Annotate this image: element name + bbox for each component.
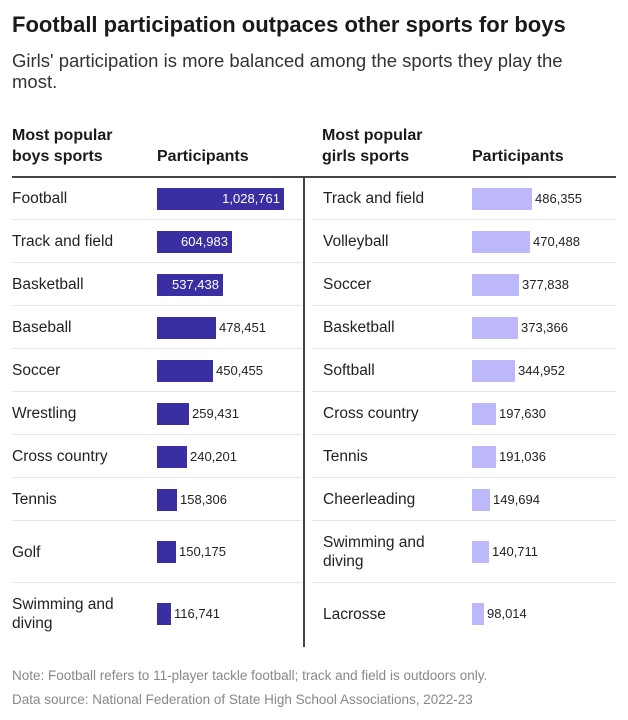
boys-value-label: 1,028,761	[222, 190, 280, 206]
girls-bar	[472, 230, 530, 253]
row-divider	[312, 305, 616, 306]
row-divider	[312, 219, 616, 220]
girls-sport-label: Tennis	[323, 448, 368, 465]
boys-sport-label: Wrestling	[12, 405, 77, 422]
girls-bar	[472, 359, 515, 382]
boys-value-label: 158,306	[180, 491, 227, 507]
girls-value-label: 149,694	[493, 491, 540, 507]
girls-bar	[472, 316, 518, 339]
row-divider	[12, 262, 302, 263]
girls-sport-header: Most popular girls sports	[322, 127, 423, 165]
header-rule	[12, 176, 616, 178]
girls-value-label: 486,355	[535, 190, 582, 206]
row-divider	[12, 391, 302, 392]
boys-participants-header: Participants	[157, 148, 249, 165]
boys-sport-label: Swimming and diving	[12, 596, 114, 632]
boys-bar	[157, 359, 213, 382]
boys-sport-label: Track and field	[12, 233, 114, 250]
girls-sport-label: Cheerleading	[323, 491, 416, 508]
boys-sport-label: Soccer	[12, 362, 61, 379]
boys-bar	[157, 488, 177, 511]
girls-bar	[472, 402, 496, 425]
boys-value-label: 150,175	[179, 544, 226, 559]
data-source: Data source: National Federation of Stat…	[12, 692, 473, 707]
girls-participants-header: Participants	[472, 148, 564, 165]
boys-bar	[157, 603, 171, 625]
boys-bar	[157, 541, 176, 563]
boys-value-label: 604,983	[181, 233, 228, 249]
boys-bar	[157, 402, 189, 425]
girls-bar	[472, 603, 484, 625]
boys-bar	[157, 316, 216, 339]
boys-sport-label: Basketball	[12, 276, 84, 293]
row-divider	[312, 262, 616, 263]
row-divider	[312, 391, 616, 392]
chart-title: Football participation outpaces other sp…	[12, 12, 566, 37]
row-divider	[312, 477, 616, 478]
girls-value-label: 197,630	[499, 405, 546, 421]
boys-value-label: 478,451	[219, 319, 266, 335]
chart-subtitle: Girls' participation is more balanced am…	[12, 50, 563, 92]
row-divider	[312, 582, 616, 583]
girls-sport-label: Basketball	[323, 319, 395, 336]
row-divider	[12, 305, 302, 306]
boys-sport-header: Most popular boys sports	[12, 127, 113, 165]
boys-sport-label: Tennis	[12, 491, 57, 508]
girls-sport-label: Cross country	[323, 405, 419, 422]
girls-bar	[472, 445, 496, 468]
boys-value-label: 537,438	[172, 276, 219, 292]
boys-sport-label: Baseball	[12, 319, 72, 336]
row-divider	[12, 477, 302, 478]
column-divider	[303, 177, 305, 647]
boys-value-label: 240,201	[190, 448, 237, 464]
row-divider	[12, 219, 302, 220]
boys-bar	[157, 187, 284, 210]
boys-bar	[157, 230, 232, 253]
boys-value-label: 259,431	[192, 405, 239, 421]
girls-sport-label: Lacrosse	[323, 605, 386, 623]
girls-bar	[472, 488, 490, 511]
girls-value-label: 470,488	[533, 233, 580, 249]
girls-value-label: 140,711	[492, 544, 539, 559]
row-divider	[12, 582, 302, 583]
boys-sport-label: Golf	[12, 543, 41, 561]
girls-value-label: 98,014	[487, 606, 527, 621]
girls-sport-label: Swimming and diving	[323, 534, 425, 570]
boys-bar	[157, 445, 187, 468]
boys-sport-label: Cross country	[12, 448, 108, 465]
boys-sport-label: Football	[12, 190, 68, 207]
boys-bar	[157, 273, 223, 296]
girls-bar	[472, 541, 489, 563]
boys-value-label: 450,455	[216, 362, 263, 378]
girls-value-label: 377,838	[522, 276, 569, 292]
girls-sport-label: Volleyball	[323, 233, 389, 250]
girls-value-label: 344,952	[518, 362, 565, 378]
row-divider	[12, 348, 302, 349]
footnote: Note: Football refers to 11-player tackl…	[12, 668, 488, 683]
row-divider	[12, 434, 302, 435]
boys-value-label: 116,741	[174, 606, 221, 621]
row-divider	[312, 520, 616, 521]
row-divider	[312, 348, 616, 349]
row-divider	[12, 520, 302, 521]
girls-sport-label: Softball	[323, 362, 375, 379]
girls-bar	[472, 273, 519, 296]
girls-value-label: 373,366	[521, 319, 568, 335]
row-divider	[312, 434, 616, 435]
girls-sport-label: Soccer	[323, 276, 372, 293]
girls-sport-label: Track and field	[323, 190, 425, 207]
girls-value-label: 191,036	[499, 448, 546, 464]
girls-bar	[472, 187, 532, 210]
